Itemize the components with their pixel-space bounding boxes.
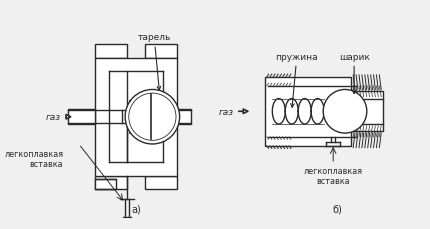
- Text: б): б): [333, 203, 343, 213]
- Text: шарик: шарик: [339, 52, 369, 94]
- Text: легкоплавкая
вставка: легкоплавкая вставка: [4, 149, 63, 168]
- Bar: [177, 110, 190, 124]
- Bar: [351, 92, 383, 132]
- Text: а): а): [131, 203, 141, 213]
- Bar: [95, 45, 127, 58]
- Circle shape: [323, 90, 367, 134]
- Text: газ: газ: [46, 113, 61, 122]
- Text: тарель: тарель: [138, 33, 171, 91]
- Text: газ: газ: [218, 107, 233, 116]
- Bar: [145, 45, 177, 58]
- Bar: [95, 179, 116, 190]
- Bar: [95, 176, 127, 190]
- Bar: [145, 176, 177, 190]
- Circle shape: [129, 94, 176, 141]
- Bar: [95, 58, 177, 176]
- Text: легкоплавкая
вставка: легкоплавкая вставка: [304, 166, 363, 185]
- Bar: [265, 77, 351, 146]
- Circle shape: [125, 90, 180, 144]
- Text: пружина: пружина: [276, 52, 318, 108]
- Bar: [68, 110, 95, 124]
